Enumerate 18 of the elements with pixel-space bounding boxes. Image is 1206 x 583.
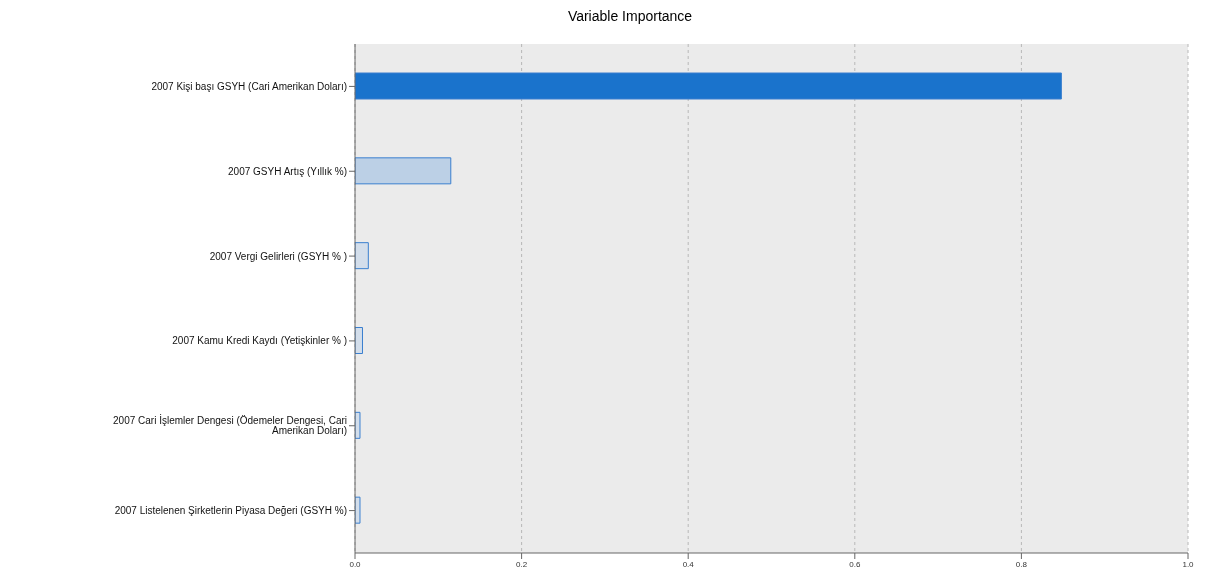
x-tick-label: 0.2	[516, 559, 528, 569]
bar	[355, 72, 1062, 100]
x-tick-label: 0.0	[349, 559, 362, 569]
bar	[355, 496, 361, 524]
x-tick-label: 0.4	[682, 559, 695, 569]
y-tick-label: 2007 Kamu Kredi Kaydı (Yetişkinler % )	[172, 335, 347, 347]
y-tick-label: 2007 Cari İşlemler Dengesi (Ödemeler Dengesi, Cari Amerikan Doları)	[113, 414, 347, 437]
bar	[355, 411, 361, 439]
y-tick-label: 2007 Listelenen Şirketlerin Piyasa Değeri (GSYH %)	[114, 505, 347, 517]
x-tick-label: 0.8	[1015, 559, 1028, 569]
y-tick-label: 2007 Kişi başı GSYH (Cari Amerikan Doları)	[151, 80, 347, 92]
x-tick-label: 0.6	[849, 559, 861, 569]
y-tick-label: 2007 GSYH Artış (Yıllık %)	[228, 165, 347, 177]
bar	[355, 157, 452, 185]
x-tick-label: 1.0	[1182, 559, 1195, 569]
bar	[355, 242, 369, 270]
y-tick-label: 2007 Vergi Gelirleri (GSYH % )	[209, 250, 347, 262]
chart-title: Variable Importance	[566, 8, 694, 26]
